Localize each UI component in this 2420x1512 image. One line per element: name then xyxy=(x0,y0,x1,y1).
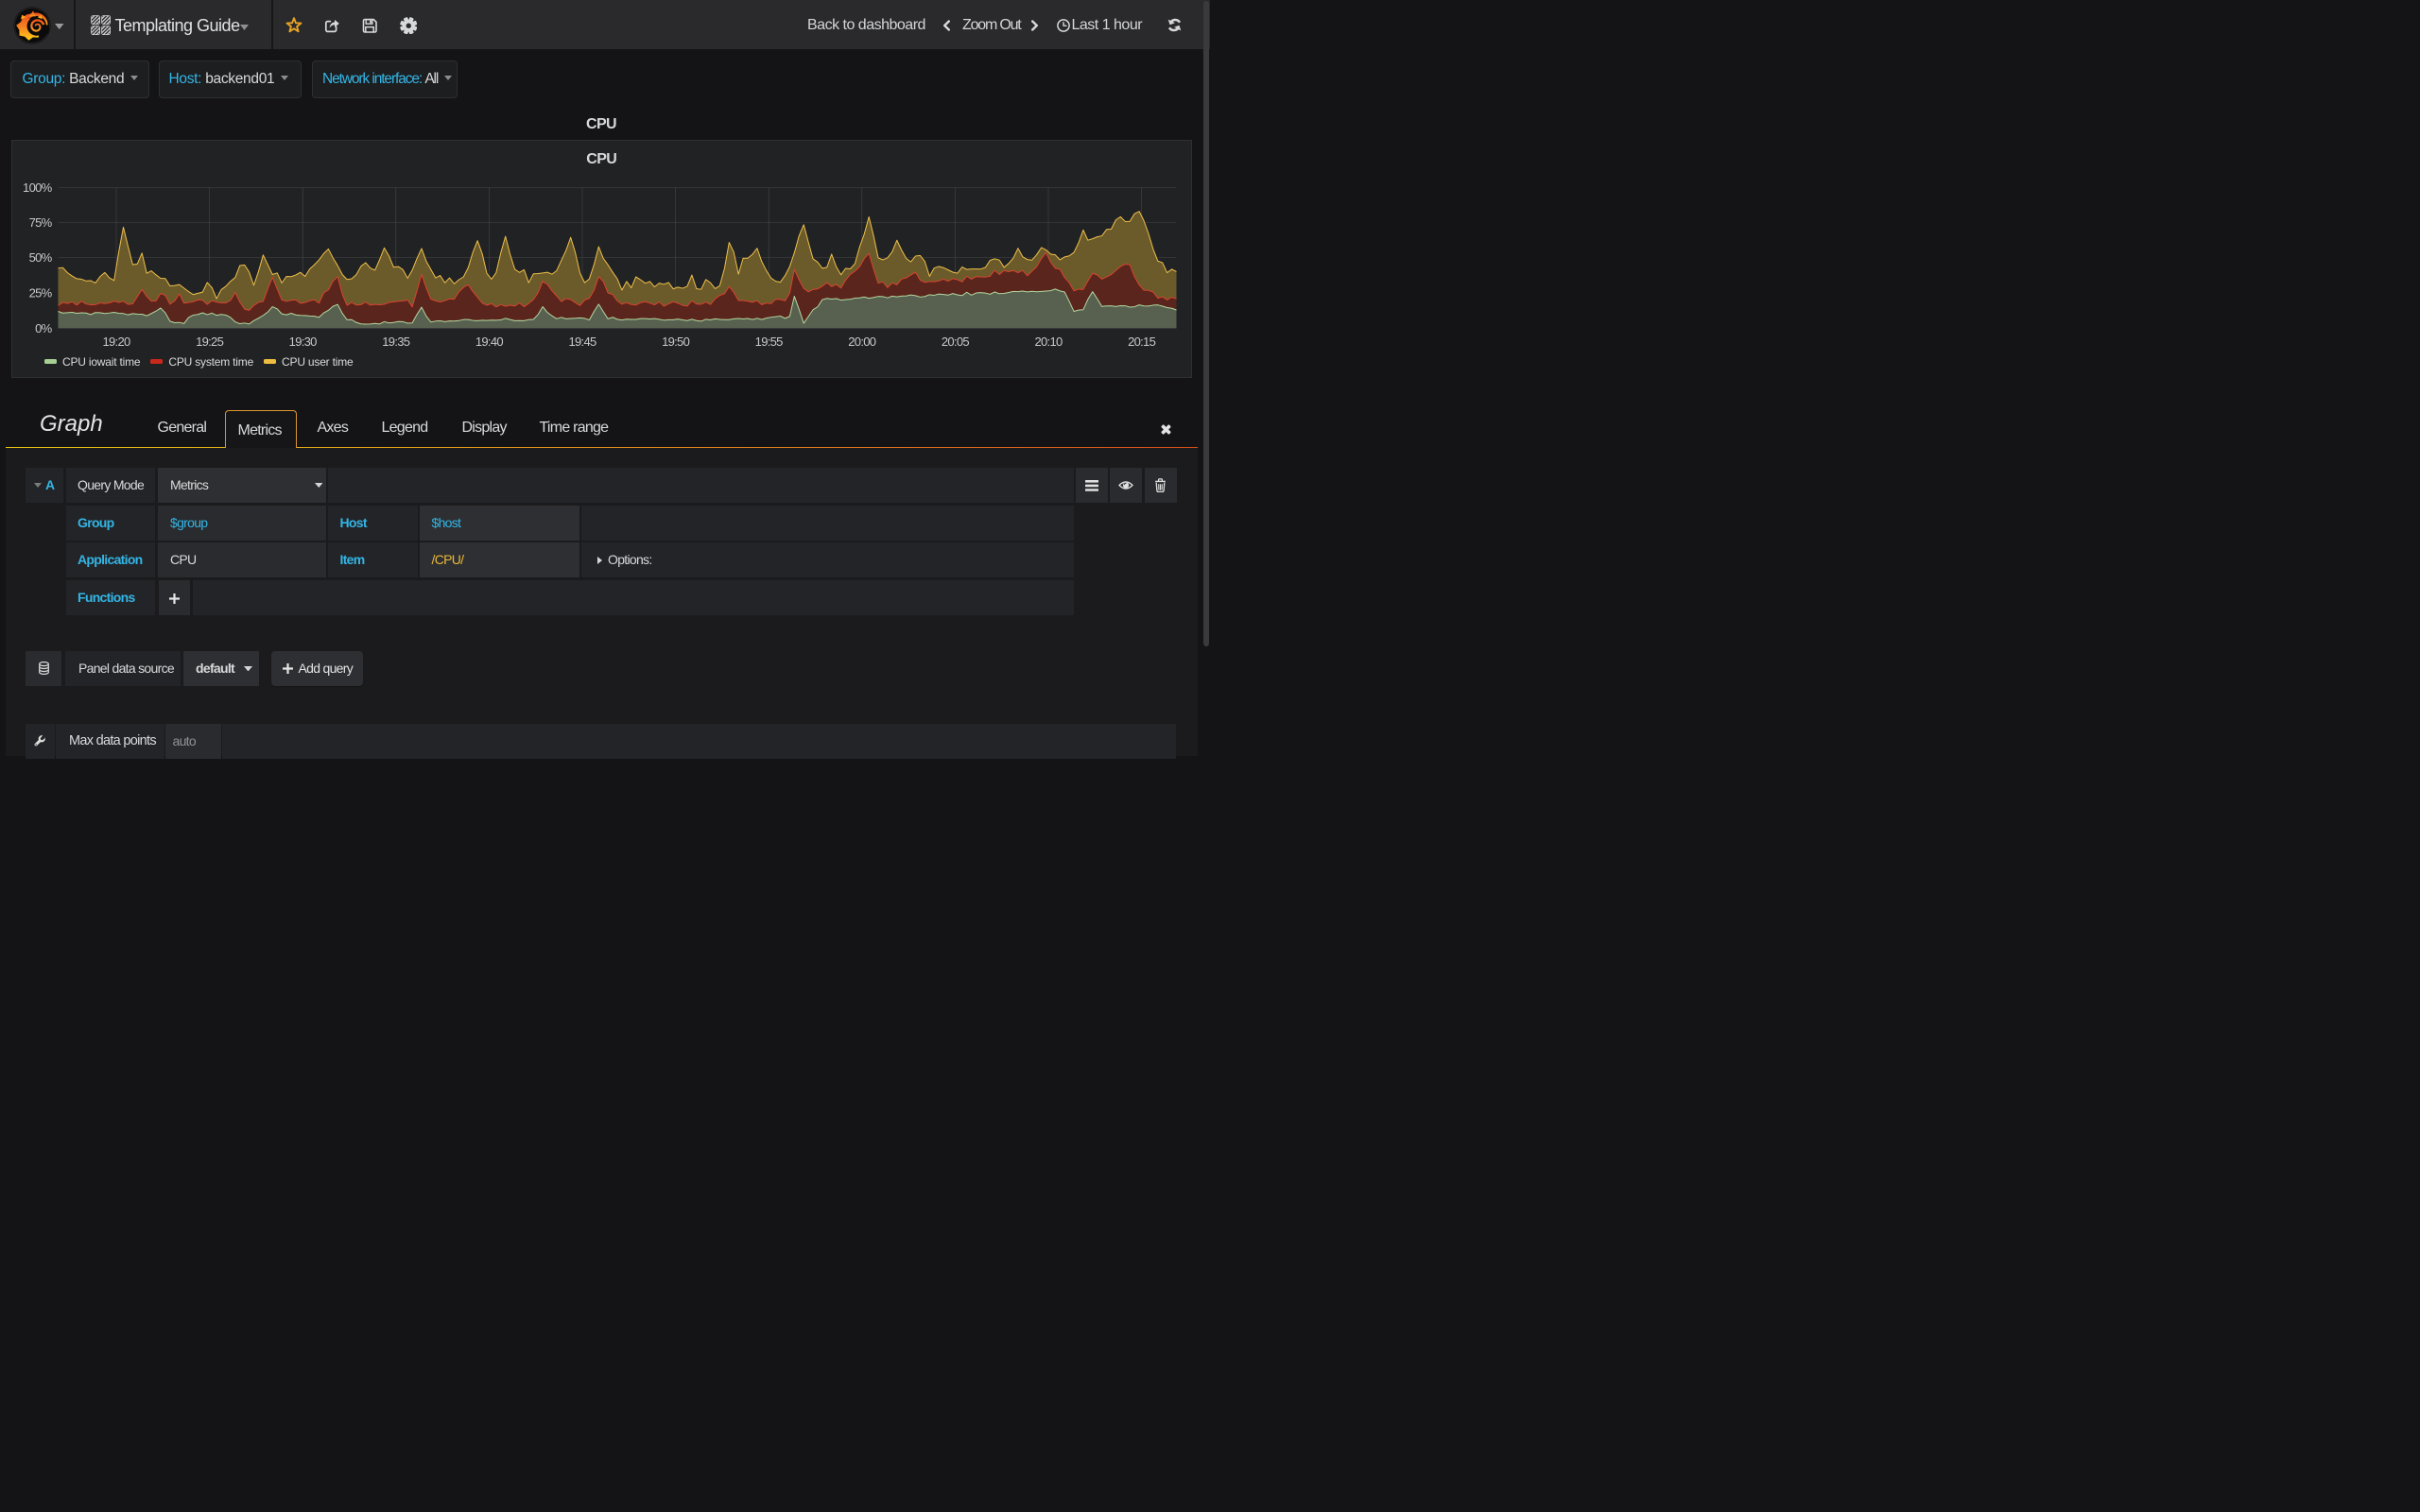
svg-text:100%: 100% xyxy=(23,180,53,195)
svg-text:19:50: 19:50 xyxy=(662,335,690,349)
svg-text:19:45: 19:45 xyxy=(568,335,596,349)
svg-text:19:30: 19:30 xyxy=(288,335,317,349)
svg-text:19:20: 19:20 xyxy=(102,335,130,349)
svg-text:19:25: 19:25 xyxy=(196,335,224,349)
svg-text:20:15: 20:15 xyxy=(1128,335,1156,349)
svg-text:19:40: 19:40 xyxy=(475,335,503,349)
svg-text:20:00: 20:00 xyxy=(848,335,876,349)
svg-text:19:55: 19:55 xyxy=(754,335,783,349)
svg-text:25%: 25% xyxy=(28,286,52,301)
svg-text:50%: 50% xyxy=(28,250,52,265)
svg-text:75%: 75% xyxy=(28,215,52,230)
svg-text:19:35: 19:35 xyxy=(382,335,410,349)
svg-text:20:05: 20:05 xyxy=(941,335,969,349)
svg-text:0%: 0% xyxy=(35,321,53,335)
svg-text:20:10: 20:10 xyxy=(1034,335,1063,349)
